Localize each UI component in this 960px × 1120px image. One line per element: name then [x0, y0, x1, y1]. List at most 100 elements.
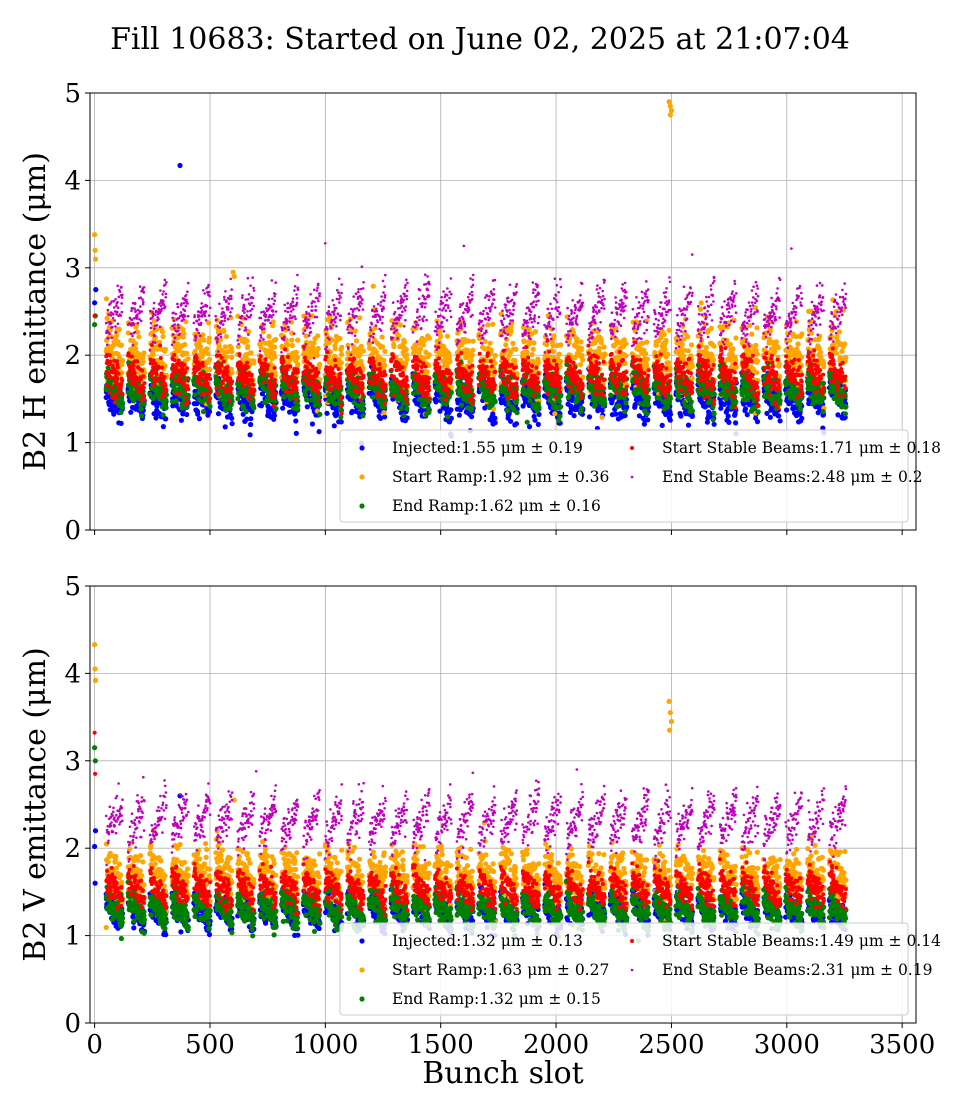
point-injected	[667, 411, 674, 417]
point-start_ramp	[466, 338, 472, 344]
point-start_ramp	[531, 340, 537, 346]
point-start_ramp	[749, 331, 755, 337]
point-start_ramp	[668, 107, 675, 114]
point-end_ramp	[416, 396, 422, 402]
point-start_ramp	[272, 344, 278, 350]
point-injected	[490, 411, 496, 417]
point-end_ramp	[119, 404, 126, 410]
point-end_ramp	[524, 419, 530, 425]
point-end_ramp	[235, 396, 241, 402]
point-start_ramp	[503, 342, 509, 348]
point-end_ramp	[492, 399, 498, 405]
point-end_ramp	[398, 405, 404, 411]
point-injected	[636, 413, 643, 419]
point-start_ramp	[521, 339, 527, 345]
point-start_ramp	[92, 247, 98, 253]
point-injected	[241, 396, 247, 403]
point-start_ramp	[661, 331, 667, 337]
point-injected	[599, 407, 605, 413]
point-injected	[744, 412, 750, 418]
point-injected	[777, 418, 783, 424]
point-injected	[247, 432, 253, 438]
point-injected	[520, 403, 526, 409]
point-start_ramp	[754, 351, 760, 357]
point-start_ramp	[182, 341, 188, 348]
point-injected	[456, 412, 462, 418]
figure-title: Fill 10683: Started on June 02, 2025 at …	[110, 22, 850, 57]
point-start_ramp	[295, 361, 301, 367]
point-start_ramp	[229, 348, 235, 355]
point-injected	[334, 411, 340, 417]
point-start_ramp	[727, 341, 733, 347]
point-injected	[271, 413, 277, 419]
point-injected	[163, 416, 169, 422]
point-end_ramp	[536, 404, 542, 410]
point-start_ramp	[438, 333, 444, 339]
point-start_ramp	[141, 350, 147, 356]
point-start_ramp	[821, 363, 827, 370]
point-injected	[448, 407, 454, 413]
point-injected	[293, 418, 299, 424]
point-start_ramp	[136, 334, 142, 340]
point-injected	[689, 413, 696, 419]
point-start_ramp	[754, 325, 760, 331]
point-start_ramp	[92, 256, 99, 262]
point-start_ramp	[487, 340, 493, 346]
point-start_ramp	[703, 344, 709, 351]
point-injected	[177, 162, 183, 169]
point-start_ramp	[574, 336, 580, 342]
point-start_ramp	[358, 343, 364, 349]
point-end_ramp	[160, 412, 166, 418]
point-end_ramp	[491, 393, 497, 399]
point-injected	[492, 420, 498, 426]
point-start_ramp	[833, 350, 840, 356]
point-injected	[711, 421, 717, 427]
point-start_ramp	[532, 329, 539, 335]
point-start_ramp	[426, 335, 432, 341]
point-injected	[678, 413, 684, 419]
point-start_ramp	[666, 327, 672, 333]
point-start_ramp	[508, 328, 514, 334]
point-start_ramp	[444, 333, 450, 339]
point-injected	[382, 414, 388, 420]
point-start_ramp	[551, 333, 557, 339]
point-start_ramp	[836, 329, 843, 335]
point-end_ramp	[608, 392, 614, 398]
point-start_ramp	[185, 356, 191, 362]
point-injected	[93, 287, 99, 293]
point-start_ramp	[381, 357, 387, 363]
point-injected	[622, 412, 628, 419]
point-injected	[532, 417, 538, 423]
point-end_ramp	[138, 406, 144, 412]
point-start_ramp	[839, 348, 845, 354]
point-start_ramp	[841, 341, 848, 347]
point-start_ramp	[338, 351, 345, 358]
point-end_ramp	[557, 413, 563, 419]
point-start_ramp	[644, 356, 651, 362]
point-start_ramp	[667, 112, 673, 118]
point-start_ramp	[289, 342, 295, 349]
point-start_ramp	[382, 348, 388, 355]
point-end_ramp	[565, 394, 571, 400]
point-injected	[754, 419, 761, 425]
point-end_ramp	[622, 409, 628, 415]
point-injected	[667, 417, 673, 423]
point-injected	[196, 416, 202, 422]
point-start_ramp	[644, 339, 650, 345]
point-end_ramp	[458, 402, 465, 408]
point-start_ramp	[843, 355, 849, 361]
point-injected	[248, 416, 254, 422]
point-injected	[733, 420, 739, 426]
point-end_ramp	[295, 403, 301, 409]
point-end_ramp	[359, 407, 366, 413]
point-start_ramp	[119, 358, 126, 364]
point-start_ramp	[206, 335, 212, 341]
point-start_ramp	[490, 321, 496, 327]
point-start_ramp	[776, 361, 782, 367]
point-start_ramp	[689, 363, 696, 369]
point-start_ramp	[681, 353, 687, 359]
point-end_ramp	[118, 409, 124, 416]
point-injected	[659, 422, 665, 428]
point-start_ramp	[201, 337, 207, 343]
